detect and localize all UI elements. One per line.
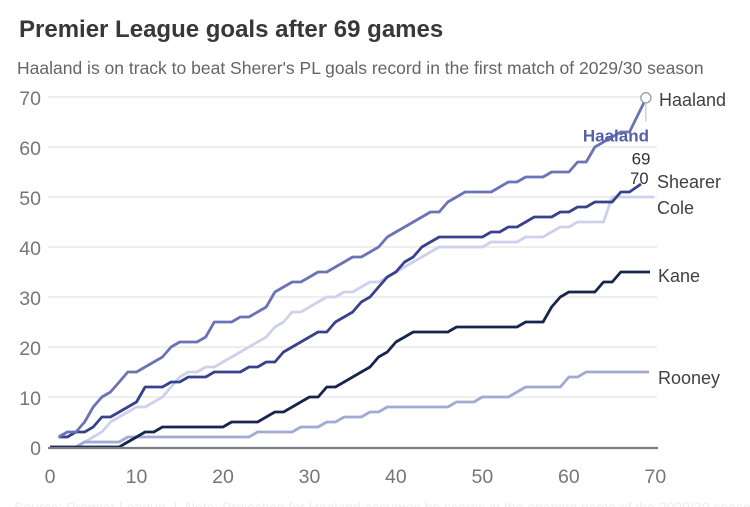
svg-text:Shearer: Shearer: [657, 172, 721, 192]
svg-text:70: 70: [630, 170, 648, 188]
svg-text:30: 30: [299, 466, 321, 488]
svg-text:Haaland: Haaland: [659, 90, 726, 110]
svg-text:0: 0: [45, 466, 56, 488]
svg-text:30: 30: [19, 288, 41, 310]
svg-text:Cole: Cole: [657, 198, 694, 218]
svg-text:10: 10: [126, 466, 148, 488]
svg-text:10: 10: [19, 388, 41, 410]
svg-text:69: 69: [632, 150, 651, 169]
svg-text:40: 40: [19, 238, 41, 260]
svg-text:Haaland: Haaland: [583, 127, 649, 146]
svg-text:50: 50: [19, 188, 41, 210]
svg-text:0: 0: [30, 438, 41, 460]
svg-text:20: 20: [212, 466, 234, 488]
svg-text:40: 40: [385, 466, 407, 488]
svg-text:60: 60: [19, 138, 41, 160]
svg-text:70: 70: [645, 466, 667, 488]
svg-text:60: 60: [558, 466, 580, 488]
svg-text:70: 70: [19, 88, 41, 110]
svg-text:Kane: Kane: [658, 266, 700, 286]
svg-text:50: 50: [472, 466, 494, 488]
svg-text:20: 20: [19, 338, 41, 360]
svg-text:Rooney: Rooney: [658, 368, 720, 388]
